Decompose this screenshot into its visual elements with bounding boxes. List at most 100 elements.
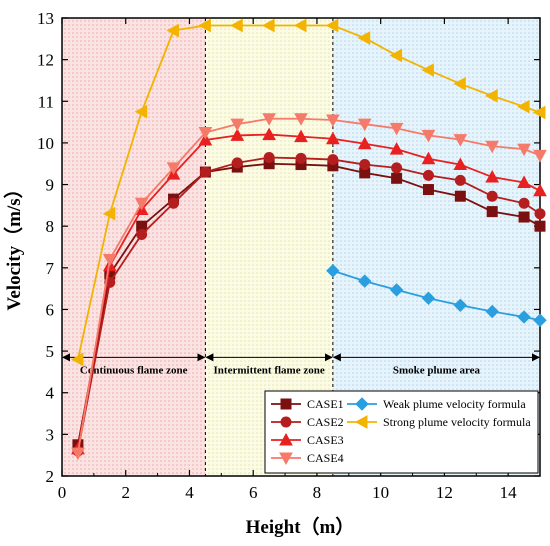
data-point bbox=[534, 220, 546, 232]
data-point bbox=[357, 31, 371, 45]
x-axis-title: Height（m） bbox=[246, 515, 355, 538]
data-point bbox=[517, 99, 530, 114]
data-point bbox=[533, 149, 547, 163]
legend-label: Strong plume velocity formula bbox=[383, 415, 531, 429]
data-point bbox=[421, 291, 436, 305]
data-point bbox=[294, 129, 308, 143]
data-point bbox=[262, 113, 276, 126]
data-point bbox=[389, 142, 404, 155]
series-line bbox=[77, 133, 541, 450]
x-tick-label: 12 bbox=[436, 483, 453, 502]
data-point bbox=[391, 162, 403, 174]
y-tick-label: 3 bbox=[46, 425, 55, 444]
series-weak-plume-velocity-formula bbox=[326, 264, 547, 327]
y-tick-label: 11 bbox=[38, 92, 54, 111]
legend: CASE1 CASE2 CASE3 CASE4 Weak plume velocity … bbox=[264, 390, 539, 474]
data-point bbox=[454, 174, 466, 186]
data-point bbox=[389, 48, 403, 63]
series-line bbox=[77, 24, 541, 360]
y-tick-label: 10 bbox=[37, 134, 54, 153]
x-tick-label: 4 bbox=[185, 483, 194, 502]
data-point bbox=[517, 310, 531, 324]
data-point bbox=[453, 76, 466, 91]
data-point bbox=[279, 452, 293, 466]
data-point bbox=[485, 170, 500, 183]
series-line bbox=[77, 162, 541, 445]
data-point bbox=[517, 175, 531, 188]
data-point bbox=[70, 352, 84, 367]
data-point bbox=[389, 122, 404, 136]
y-tick-label: 6 bbox=[46, 300, 55, 319]
data-point bbox=[453, 157, 468, 171]
series-case4 bbox=[71, 113, 547, 461]
data-point bbox=[533, 183, 547, 197]
data-point bbox=[134, 104, 148, 119]
legend-label: CASE1 bbox=[307, 397, 344, 411]
data-point bbox=[102, 253, 117, 267]
x-tick-label: 0 bbox=[58, 483, 67, 502]
data-point bbox=[230, 18, 243, 33]
x-tick-label: 14 bbox=[500, 483, 518, 502]
data-point bbox=[326, 114, 340, 128]
data-point bbox=[262, 18, 275, 33]
data-point bbox=[294, 113, 308, 126]
data-point bbox=[359, 159, 371, 171]
legend-label: CASE4 bbox=[307, 451, 344, 465]
data-point bbox=[262, 127, 276, 141]
x-tick-label: 6 bbox=[249, 483, 258, 502]
data-point bbox=[71, 447, 85, 461]
data-point bbox=[355, 397, 369, 411]
zone-label: Continuous flame zone bbox=[80, 364, 188, 376]
data-point bbox=[485, 140, 500, 154]
data-point bbox=[231, 157, 243, 169]
data-point bbox=[357, 118, 372, 132]
data-point bbox=[485, 304, 499, 319]
x-tick-label: 2 bbox=[121, 483, 130, 502]
y-tick-label: 5 bbox=[46, 342, 55, 361]
legend-label: Weak plume velocity formula bbox=[383, 397, 526, 411]
data-point bbox=[325, 18, 339, 33]
data-point bbox=[326, 131, 340, 145]
y-tick-label: 4 bbox=[46, 384, 55, 403]
x-tick-label: 10 bbox=[372, 483, 389, 502]
data-point bbox=[486, 190, 498, 202]
data-point bbox=[421, 151, 436, 165]
series-line bbox=[77, 117, 541, 454]
data-point bbox=[166, 23, 180, 38]
data-point bbox=[486, 206, 498, 218]
x-tick-label: 8 bbox=[313, 483, 322, 502]
y-tick-label: 12 bbox=[37, 51, 54, 70]
data-point bbox=[327, 154, 339, 166]
zone-label: Smoke plume area bbox=[393, 364, 481, 376]
data-point bbox=[354, 415, 368, 429]
data-point bbox=[198, 127, 213, 140]
data-point bbox=[533, 313, 547, 327]
y-tick-label: 2 bbox=[46, 467, 55, 486]
data-point bbox=[280, 416, 292, 428]
data-point bbox=[421, 63, 434, 77]
data-point bbox=[532, 105, 546, 120]
data-point bbox=[326, 264, 340, 278]
data-point bbox=[134, 197, 149, 211]
data-point bbox=[357, 136, 372, 150]
data-point bbox=[280, 398, 292, 410]
data-point bbox=[279, 432, 293, 446]
series-line bbox=[77, 156, 541, 452]
data-point bbox=[518, 211, 530, 223]
legend-box bbox=[264, 390, 539, 474]
data-point bbox=[198, 18, 211, 33]
data-point bbox=[453, 298, 468, 312]
series-strong-plume-velocity-formula bbox=[70, 18, 546, 367]
y-axis-title: Velocity（m/s） bbox=[2, 179, 25, 310]
series-case2 bbox=[72, 151, 546, 457]
data-point bbox=[518, 197, 530, 209]
y-tick-label: 13 bbox=[37, 9, 54, 28]
data-point bbox=[230, 128, 245, 141]
data-point bbox=[422, 169, 434, 181]
data-point bbox=[389, 283, 404, 297]
plot-frame bbox=[61, 17, 541, 477]
data-point bbox=[166, 162, 181, 175]
y-tick-label: 8 bbox=[46, 217, 55, 236]
